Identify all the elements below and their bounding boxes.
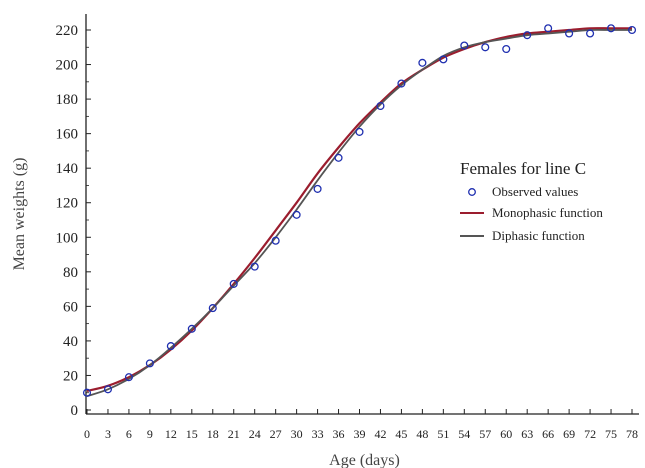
y-tick-label: 180 [56,92,79,108]
x-tick-label: 69 [563,427,575,441]
y-axis-title: Mean weights (g) [11,158,28,271]
x-tick-label: 78 [626,427,638,441]
x-tick-label: 0 [84,427,90,441]
observed-point [586,29,595,38]
x-tick-label: 24 [249,427,261,441]
observed-point [229,279,238,288]
x-tick-label: 30 [291,427,303,441]
observed-point [313,184,322,193]
observed-point [606,24,616,33]
x-tick-label: 3 [105,427,111,441]
legend-label: Diphasic function [492,228,585,243]
x-tick-label: 42 [374,427,386,441]
observed-point [103,385,113,394]
y-tick-label: 140 [56,161,79,177]
observed-point [460,41,469,50]
y-tick-label: 160 [56,127,79,143]
legend: Females for line C Observed values Monopha… [460,159,603,243]
x-tick-label: 36 [333,427,345,441]
x-tick-label: 9 [147,427,153,441]
legend-label: Monophasic function [492,205,603,220]
legend-label: Observed values [492,184,578,199]
observed-point [481,43,490,52]
x-tick-label: 63 [521,427,533,441]
x-tick-label: 60 [500,427,512,441]
observed-point [439,55,448,64]
monophasic-line [86,27,632,393]
x-tick-label: 45 [395,427,407,441]
observed-point [523,31,532,40]
x-tick-label: 66 [542,427,554,441]
observed-point [145,359,154,368]
y-tick-label: 200 [56,58,79,74]
observed-point [565,29,574,38]
legend-marker-observed [468,188,476,196]
x-tick-label: 48 [416,427,428,441]
y-tick-label: 220 [56,23,79,39]
observed-point [187,324,196,333]
observed-point [208,304,217,313]
observed-point [627,25,637,35]
observed-point [334,153,343,162]
y-tick-label: 80 [63,265,78,281]
observed-point [376,101,385,111]
x-tick-label: 54 [458,427,470,441]
legend-title: Females for line C [460,159,586,178]
observed-point [355,127,364,136]
x-tick-label: 6 [126,427,132,441]
observed-point [166,342,175,351]
y-tick-label: 100 [56,230,79,246]
observed-point [124,373,133,382]
y-tick-label: 40 [63,334,78,350]
observed-point [250,262,259,271]
observed-point [502,44,511,54]
x-tick-label: 57 [479,427,491,441]
x-tick-label: 12 [165,427,177,441]
observed-point [292,210,301,219]
diphasic-line [86,28,632,398]
x-tick-label: 51 [437,427,449,441]
observed-point [82,388,92,397]
x-tick-label: 75 [605,427,617,441]
x-tick-label: 18 [207,427,219,441]
x-tick-label: 15 [186,427,198,441]
x-tick-label: 27 [270,427,282,441]
observed-point [271,236,280,245]
y-tick-label: 20 [63,368,78,384]
y-tick-label: 120 [56,196,79,212]
x-tick-label: 39 [354,427,366,441]
x-tick-label: 33 [312,427,324,441]
x-axis-title: Age (days) [329,452,400,468]
y-tick-label: 0 [71,403,79,419]
x-tick-label: 72 [584,427,596,441]
y-tick-label: 60 [63,299,78,315]
x-tick-label: 21 [228,427,240,441]
observed-point [544,24,553,33]
series-layer [82,24,637,398]
observed-point [418,58,427,67]
observed-point [397,79,406,88]
